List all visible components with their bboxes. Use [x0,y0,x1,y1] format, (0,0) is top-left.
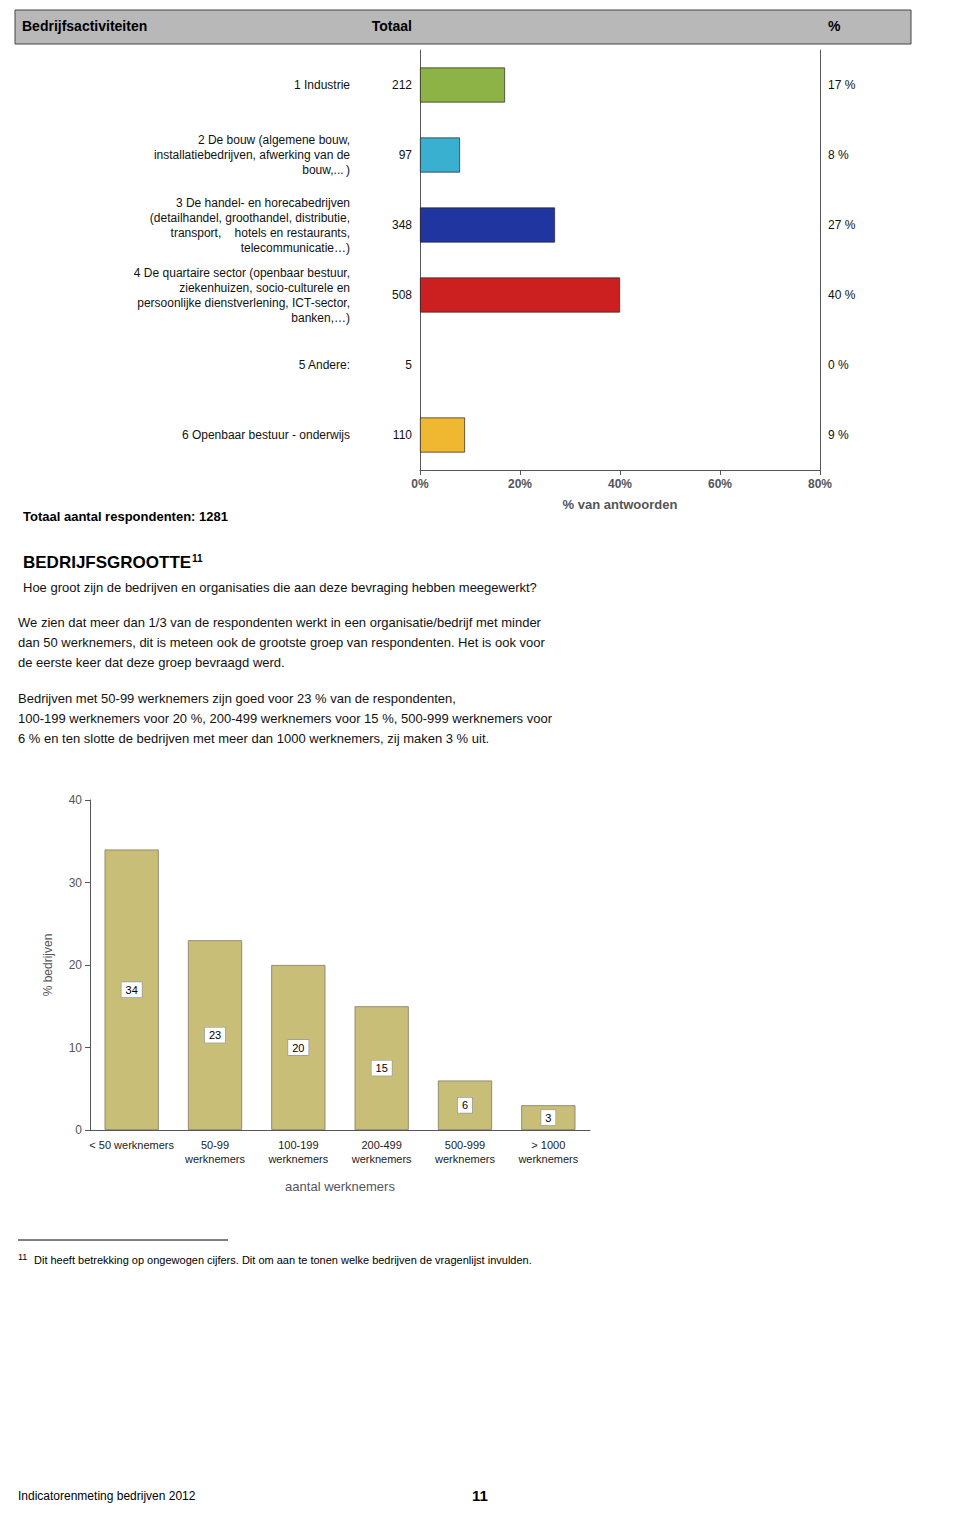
svg-text:0: 0 [75,1123,82,1137]
svg-text:< 50 werknemers: < 50 werknemers [89,1139,174,1151]
svg-text:200-499: 200-499 [361,1139,401,1151]
svg-text:5: 5 [405,358,412,372]
svg-text:500-999: 500-999 [445,1139,485,1151]
svg-text:banken,…): banken,…) [291,311,350,325]
svg-text:> 1000: > 1000 [531,1139,565,1151]
svg-text:40 %: 40 % [828,288,856,302]
svg-text:100-199 werknemers voor 20 %,: 100-199 werknemers voor 20 %, 200-499 we… [18,711,553,726]
svg-text:0 %: 0 % [828,358,849,372]
svg-text:34: 34 [126,984,138,996]
svg-text:20: 20 [69,958,83,972]
svg-text:telecommunicatie…): telecommunicatie…) [241,241,350,255]
svg-text:9 %: 9 % [828,428,849,442]
svg-text:Totaal aantal respondenten: 12: Totaal aantal respondenten: 1281 [23,509,228,524]
svg-text:80%: 80% [808,477,832,491]
svg-text:40%: 40% [608,477,632,491]
svg-text:27 %: 27 % [828,218,856,232]
svg-text:6: 6 [462,1099,468,1111]
svg-text:5 Andere:: 5 Andere: [299,358,350,372]
svg-text:Totaal: Totaal [372,18,412,34]
svg-text:werknemers: werknemers [517,1153,578,1165]
svg-text:3 De handel- en horecabedrijve: 3 De handel- en horecabedrijven [176,196,350,210]
svg-text:werknemers: werknemers [267,1153,328,1165]
svg-text:% van antwoorden: % van antwoorden [563,497,678,512]
svg-text:60%: 60% [708,477,732,491]
svg-text:Indicatorenmeting bedrijven 20: Indicatorenmeting bedrijven 2012 [18,1489,196,1503]
svg-text:0%: 0% [411,477,429,491]
svg-text:4 De quartaire sector (openbaa: 4 De quartaire sector (openbaar bestuur, [134,266,350,280]
svg-text:dan 50 werknemers, dit is mete: dan 50 werknemers, dit is meteen ook de … [18,635,545,650]
svg-text:97: 97 [399,148,413,162]
svg-text:persoonlijke dienstverlening,: persoonlijke dienstverlening, ICT-sector… [137,296,350,310]
svg-text:20: 20 [292,1042,304,1054]
svg-text:10: 10 [69,1041,83,1055]
svg-text:2 De bouw (algemene bouw,: 2 De bouw (algemene bouw, [198,133,350,147]
svg-text:23: 23 [209,1029,221,1041]
svg-text:de eerste keer dat deze groep: de eerste keer dat deze groep bevraagd w… [18,655,285,670]
svg-text:110: 110 [393,428,412,442]
svg-text:aantal werknemers: aantal werknemers [285,1179,395,1194]
svg-text:1 Industrie: 1 Industrie [294,78,350,92]
svg-text:8 %: 8 % [828,148,849,162]
svg-text:We zien dat meer dan 1/3 van d: We zien dat meer dan 1/3 van de responde… [18,615,542,630]
svg-text:Hoe groot zijn de bedrijven en: Hoe groot zijn de bedrijven en organisat… [23,580,537,595]
svg-text:transport, hotels en restau: transport, hotels en restaurants, [171,226,350,240]
svg-text:40: 40 [69,793,83,807]
svg-text:30: 30 [69,876,83,890]
svg-text:BEDRIJFSGROOTTE: BEDRIJFSGROOTTE [23,553,191,572]
svg-text:11: 11 [18,1252,27,1262]
svg-text:50-99: 50-99 [201,1139,229,1151]
svg-text:212: 212 [392,78,412,92]
svg-text:bouw,... ): bouw,... ) [302,163,350,177]
svg-text:Bedrijfsactiviteiten: Bedrijfsactiviteiten [22,18,147,34]
svg-text:3: 3 [545,1112,551,1124]
svg-text:ziekenhuizen, socio-culturele: ziekenhuizen, socio-culturele en [179,281,350,295]
svg-text:Bedrijven met 50-99 werknemers: Bedrijven met 50-99 werknemers zijn goed… [18,691,456,706]
svg-text:%: % [828,18,841,34]
svg-text:% bedrijven: % bedrijven [41,934,55,997]
svg-text:508: 508 [392,288,412,302]
svg-text:17 %: 17 % [828,78,856,92]
svg-text:werknemers: werknemers [184,1153,245,1165]
svg-text:11: 11 [192,553,203,564]
svg-text:100-199: 100-199 [278,1139,318,1151]
svg-text:Dit heeft betrekking op ongewo: Dit heeft betrekking op ongewogen cijfer… [34,1254,532,1266]
svg-text:348: 348 [392,218,412,232]
svg-text:15: 15 [376,1062,388,1074]
svg-text:werknemers: werknemers [351,1153,412,1165]
svg-text:11: 11 [472,1487,488,1504]
svg-text:6 % en ten slotte de bedrijven: 6 % en ten slotte de bedrijven met meer … [18,731,489,746]
svg-text:installatiebedrijven, afwerkin: installatiebedrijven, afwerking van de [154,148,350,162]
svg-text:20%: 20% [508,477,532,491]
svg-text:werknemers: werknemers [434,1153,495,1165]
svg-text:(detailhandel, groothandel, di: (detailhandel, groothandel, distributie, [150,211,350,225]
svg-text:6 Openbaar bestuur - onderwijs: 6 Openbaar bestuur - onderwijs [182,428,350,442]
